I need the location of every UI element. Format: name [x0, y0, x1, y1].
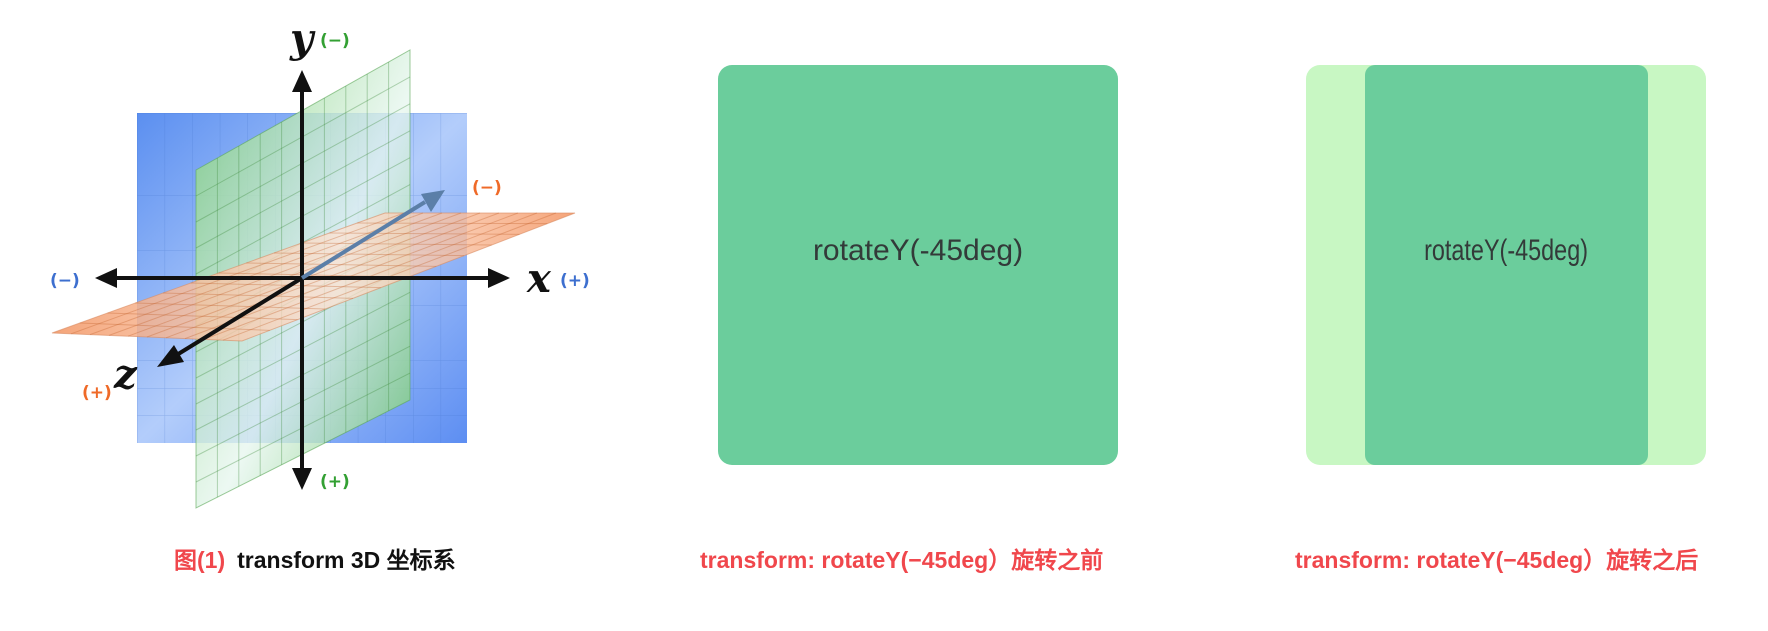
figure-2-caption: transform: rotateY(−45deg）旋转之前	[700, 547, 1104, 573]
x-positive-direction-label: (+)	[560, 271, 590, 291]
figure-1-title: transform 3D 坐标系	[237, 547, 456, 573]
z-axis-name: z	[113, 351, 138, 398]
z-positive-direction-label: (+)	[82, 383, 112, 403]
figure-3-caption: transform: rotateY(−45deg）旋转之后	[1295, 547, 1699, 573]
x-negative-direction-label: (−)	[50, 271, 80, 291]
x-axis-name: x	[526, 255, 552, 302]
box-after-label: rotateY(-45deg)	[1424, 234, 1589, 267]
box-before-rotation: rotateY(-45deg)	[718, 65, 1118, 465]
box-before-label: rotateY(-45deg)	[812, 234, 1024, 267]
coordinate-system-diagram: y x z (−) (+) (+) (−) (−) (+)	[50, 15, 590, 509]
figure-1-caption: 图(1) transform 3D 坐标系	[174, 540, 514, 580]
coordinate-system-figure: y x z (−) (+) (+) (−) (−) (+)	[0, 0, 620, 540]
y-axis-name: y	[289, 15, 316, 62]
axes-lines	[95, 70, 510, 490]
box-after-rotation: rotateY(-45deg)	[1365, 65, 1648, 465]
y-positive-direction-label: (−)	[320, 31, 350, 51]
y-negative-direction-label: (+)	[320, 472, 350, 492]
z-negative-direction-label: (−)	[472, 178, 502, 198]
figure-1-tag: 图(1)	[174, 547, 226, 573]
